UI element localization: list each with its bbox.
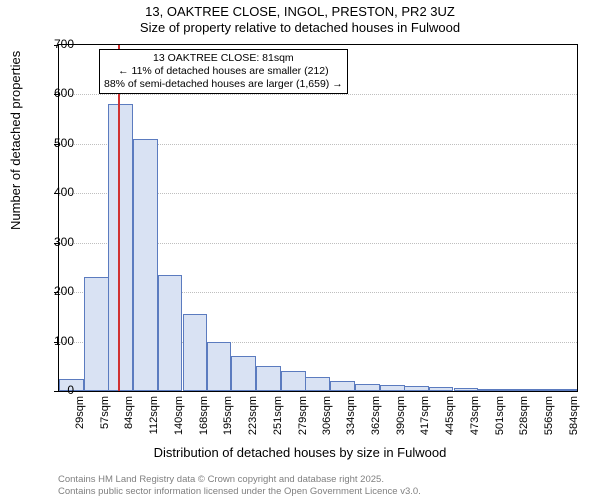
bar <box>355 384 380 391</box>
xtick-label: 112sqm <box>148 396 160 444</box>
bar <box>256 366 281 391</box>
plot-area: 13 OAKTREE CLOSE: 81sqm ← 11% of detache… <box>58 44 578 392</box>
ytick-label: 400 <box>44 185 74 199</box>
bar <box>108 104 133 391</box>
xtick-label: 390sqm <box>395 396 407 444</box>
bar <box>330 381 355 391</box>
chart-title: 13, OAKTREE CLOSE, INGOL, PRESTON, PR2 3… <box>0 4 600 19</box>
bar <box>429 387 454 391</box>
xtick-label: 334sqm <box>345 396 357 444</box>
xtick-label: 417sqm <box>419 396 431 444</box>
annotation-line1: 13 OAKTREE CLOSE: 81sqm <box>104 52 343 65</box>
ytick-label: 200 <box>44 284 74 298</box>
annotation-line2: ← 11% of detached houses are smaller (21… <box>104 65 343 78</box>
xtick-label: 140sqm <box>173 396 185 444</box>
ytick-label: 100 <box>44 334 74 348</box>
bar <box>231 356 256 391</box>
xtick-label: 29sqm <box>74 396 86 444</box>
ytick-label: 0 <box>44 383 74 397</box>
chart-container: 13, OAKTREE CLOSE, INGOL, PRESTON, PR2 3… <box>0 0 600 500</box>
ytick-label: 700 <box>44 37 74 51</box>
ytick-label: 300 <box>44 235 74 249</box>
bar <box>133 139 158 391</box>
bar <box>380 385 405 391</box>
license-line1: Contains HM Land Registry data © Crown c… <box>58 474 421 485</box>
bar <box>552 389 577 391</box>
license-line2: Contains public sector information licen… <box>58 486 421 497</box>
ytick-label: 600 <box>44 86 74 100</box>
bar <box>527 389 552 391</box>
xtick-label: 306sqm <box>321 396 333 444</box>
bar <box>305 377 330 391</box>
bar <box>207 342 232 391</box>
xtick-label: 279sqm <box>297 396 309 444</box>
gridline <box>59 94 577 95</box>
xtick-label: 168sqm <box>198 396 210 444</box>
bar <box>84 277 109 391</box>
marker-line <box>118 45 120 391</box>
y-axis-label: Number of detached properties <box>8 51 23 230</box>
xtick-label: 195sqm <box>222 396 234 444</box>
chart-subtitle: Size of property relative to detached ho… <box>0 20 600 35</box>
bar <box>478 389 503 391</box>
xtick-label: 84sqm <box>123 396 135 444</box>
xtick-label: 584sqm <box>568 396 580 444</box>
ytick-label: 500 <box>44 136 74 150</box>
bar <box>454 388 479 391</box>
xtick-label: 528sqm <box>518 396 530 444</box>
xtick-label: 362sqm <box>370 396 382 444</box>
license-text: Contains HM Land Registry data © Crown c… <box>58 474 421 497</box>
xtick-label: 501sqm <box>494 396 506 444</box>
bar <box>502 389 527 391</box>
xtick-label: 251sqm <box>272 396 284 444</box>
annotation-line3: 88% of semi-detached houses are larger (… <box>104 78 343 91</box>
xtick-label: 223sqm <box>247 396 259 444</box>
bar <box>281 371 306 391</box>
x-axis-label: Distribution of detached houses by size … <box>0 445 600 460</box>
xtick-label: 556sqm <box>543 396 555 444</box>
bar <box>183 314 208 391</box>
annotation-box: 13 OAKTREE CLOSE: 81sqm ← 11% of detache… <box>99 49 348 94</box>
bar <box>404 386 429 391</box>
xtick-label: 445sqm <box>444 396 456 444</box>
xtick-label: 57sqm <box>99 396 111 444</box>
bar <box>158 275 183 391</box>
xtick-label: 473sqm <box>469 396 481 444</box>
